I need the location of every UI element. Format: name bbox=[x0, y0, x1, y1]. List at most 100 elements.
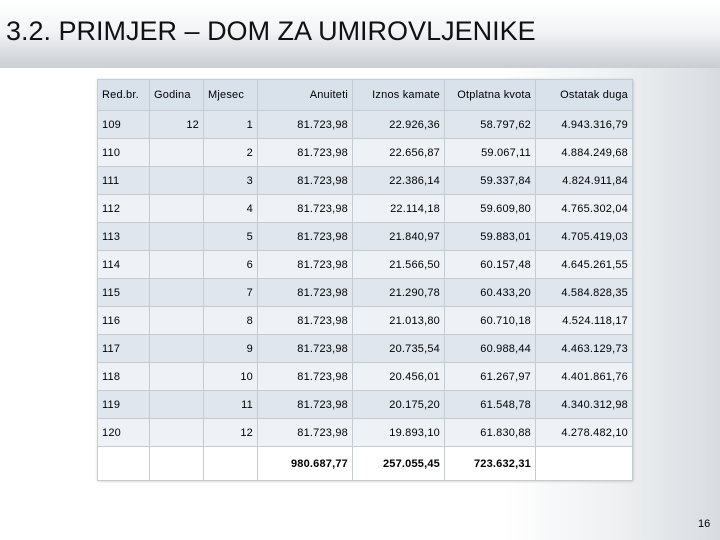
cell-anuiteti: 81.723,98 bbox=[257, 166, 353, 195]
cell-mjesec: 3 bbox=[203, 166, 258, 195]
cell-anuiteti: 81.723,98 bbox=[257, 278, 353, 307]
cell-otplatna-kvota: 59.067,11 bbox=[444, 138, 536, 167]
cell-otplatna-kvota: 59.883,01 bbox=[444, 222, 536, 251]
cell-anuiteti: 81.723,98 bbox=[257, 194, 353, 223]
table-row: 120 12 81.723,98 19.893,10 61.830,88 4.278.48… bbox=[97, 418, 633, 447]
header-ostatak-duga: Ostatak duga bbox=[535, 79, 633, 111]
table-footer: 980.687,77 257.055,45 723.632,31 bbox=[97, 446, 633, 481]
total-anuiteti: 980.687,77 bbox=[257, 446, 353, 481]
title-bar bbox=[0, 0, 720, 68]
cell-anuiteti: 81.723,98 bbox=[257, 222, 353, 251]
header-iznos-kamate: Iznos kamate bbox=[352, 79, 445, 111]
table-header: Red.br. Godina Mjesec Anuiteti Iznos kam… bbox=[97, 79, 633, 111]
cell-anuiteti: 81.723,98 bbox=[257, 334, 353, 363]
cell-red-br: 118 bbox=[97, 362, 150, 391]
total-otplatna-kvota: 723.632,31 bbox=[444, 446, 536, 481]
cell-red-br: 120 bbox=[97, 418, 150, 447]
cell-iznos-kamate: 21.013,80 bbox=[352, 306, 445, 335]
cell-anuiteti: 81.723,98 bbox=[257, 138, 353, 167]
cell-red-br: 110 bbox=[97, 138, 150, 167]
cell-red-br: 111 bbox=[97, 166, 150, 195]
cell-otplatna-kvota: 58.797,62 bbox=[444, 110, 536, 139]
cell-iznos-kamate: 22.386,14 bbox=[352, 166, 445, 195]
table-row: 116 8 81.723,98 21.013,80 60.710,18 4.524.118… bbox=[97, 306, 633, 335]
cell-anuiteti: 81.723,98 bbox=[257, 362, 353, 391]
cell-godina bbox=[149, 418, 204, 447]
cell-iznos-kamate: 20.175,20 bbox=[352, 390, 445, 419]
cell-godina bbox=[149, 278, 204, 307]
cell-otplatna-kvota: 60.988,44 bbox=[444, 334, 536, 363]
cell-red-br: 109 bbox=[97, 110, 150, 139]
cell-mjesec: 6 bbox=[203, 250, 258, 279]
table-row: 117 9 81.723,98 20.735,54 60.988,44 4.463.129… bbox=[97, 334, 633, 363]
cell-red-br: 114 bbox=[97, 250, 150, 279]
cell-ostatak-duga: 4.463.129,73 bbox=[535, 334, 633, 363]
cell-red-br: 116 bbox=[97, 306, 150, 335]
cell-iznos-kamate: 20.735,54 bbox=[352, 334, 445, 363]
table-row: 113 5 81.723,98 21.840,97 59.883,01 4.705.419… bbox=[97, 222, 633, 251]
cell-iznos-kamate: 22.656,87 bbox=[352, 138, 445, 167]
header-row: Red.br. Godina Mjesec Anuiteti Iznos kam… bbox=[97, 79, 633, 111]
table-body: 109 12 1 81.723,98 22.926,36 58.797,62 4.943.3… bbox=[97, 110, 633, 447]
cell-red-br: 115 bbox=[97, 278, 150, 307]
cell-ostatak-duga: 4.824.911,84 bbox=[535, 166, 633, 195]
cell-ostatak-duga: 4.524.118,17 bbox=[535, 306, 633, 335]
cell-ostatak-duga: 4.645.261,55 bbox=[535, 250, 633, 279]
table-row: 115 7 81.723,98 21.290,78 60.433,20 4.584.828… bbox=[97, 278, 633, 307]
header-anuiteti: Anuiteti bbox=[257, 79, 353, 111]
total-cell-godina bbox=[149, 446, 204, 481]
cell-otplatna-kvota: 59.609,80 bbox=[444, 194, 536, 223]
cell-godina bbox=[149, 250, 204, 279]
cell-godina bbox=[149, 222, 204, 251]
cell-anuiteti: 81.723,98 bbox=[257, 418, 353, 447]
cell-mjesec: 1 bbox=[203, 110, 258, 139]
header-mjesec: Mjesec bbox=[203, 79, 258, 111]
cell-otplatna-kvota: 61.267,97 bbox=[444, 362, 536, 391]
cell-mjesec: 7 bbox=[203, 278, 258, 307]
cell-otplatna-kvota: 59.337,84 bbox=[444, 166, 536, 195]
cell-ostatak-duga: 4.401.861,76 bbox=[535, 362, 633, 391]
slide-title: 3.2. PRIMJER – DOM ZA UMIROVLJENIKE bbox=[6, 16, 536, 46]
cell-ostatak-duga: 4.765.302,04 bbox=[535, 194, 633, 223]
cell-iznos-kamate: 20.456,01 bbox=[352, 362, 445, 391]
header-otplatna-kvota: Otplatna kvota bbox=[444, 79, 536, 111]
cell-otplatna-kvota: 60.710,18 bbox=[444, 306, 536, 335]
cell-iznos-kamate: 22.114,18 bbox=[352, 194, 445, 223]
cell-godina bbox=[149, 334, 204, 363]
total-cell-red-br bbox=[97, 446, 150, 481]
cell-mjesec: 8 bbox=[203, 306, 258, 335]
cell-godina bbox=[149, 362, 204, 391]
cell-ostatak-duga: 4.943.316,79 bbox=[535, 110, 633, 139]
cell-red-br: 112 bbox=[97, 194, 150, 223]
cell-godina bbox=[149, 306, 204, 335]
cell-mjesec: 12 bbox=[203, 418, 258, 447]
cell-anuiteti: 81.723,98 bbox=[257, 390, 353, 419]
table-row: 114 6 81.723,98 21.566,50 60.157,48 4.645.261… bbox=[97, 250, 633, 279]
amortization-table: Red.br. Godina Mjesec Anuiteti Iznos kam… bbox=[97, 79, 633, 481]
cell-ostatak-duga: 4.278.482,10 bbox=[535, 418, 633, 447]
cell-mjesec: 11 bbox=[203, 390, 258, 419]
cell-otplatna-kvota: 60.433,20 bbox=[444, 278, 536, 307]
cell-iznos-kamate: 21.566,50 bbox=[352, 250, 445, 279]
cell-ostatak-duga: 4.705.419,03 bbox=[535, 222, 633, 251]
cell-otplatna-kvota: 60.157,48 bbox=[444, 250, 536, 279]
cell-mjesec: 4 bbox=[203, 194, 258, 223]
cell-ostatak-duga: 4.584.828,35 bbox=[535, 278, 633, 307]
cell-otplatna-kvota: 61.830,88 bbox=[444, 418, 536, 447]
cell-anuiteti: 81.723,98 bbox=[257, 110, 353, 139]
total-cell-ostatak-duga bbox=[535, 446, 633, 481]
table-row: 110 2 81.723,98 22.656,87 59.067,11 4.884.249… bbox=[97, 138, 633, 167]
cell-mjesec: 9 bbox=[203, 334, 258, 363]
cell-iznos-kamate: 19.893,10 bbox=[352, 418, 445, 447]
cell-anuiteti: 81.723,98 bbox=[257, 306, 353, 335]
cell-mjesec: 2 bbox=[203, 138, 258, 167]
cell-godina bbox=[149, 138, 204, 167]
cell-red-br: 117 bbox=[97, 334, 150, 363]
cell-godina: 12 bbox=[149, 110, 204, 139]
loan-table-container: Red.br. Godina Mjesec Anuiteti Iznos kam… bbox=[97, 79, 633, 481]
table-row: 109 12 1 81.723,98 22.926,36 58.797,62 4.943.3… bbox=[97, 110, 633, 139]
cell-red-br: 119 bbox=[97, 390, 150, 419]
table-row: 119 11 81.723,98 20.175,20 61.548,78 4.340.31… bbox=[97, 390, 633, 419]
cell-ostatak-duga: 4.340.312,98 bbox=[535, 390, 633, 419]
total-cell-mjesec bbox=[203, 446, 258, 481]
